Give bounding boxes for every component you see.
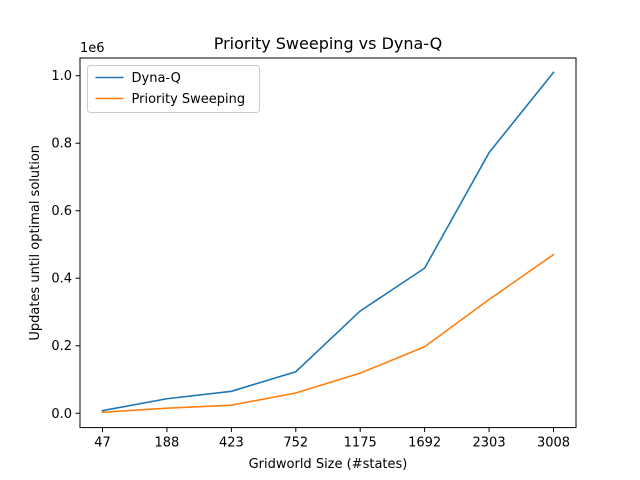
x-tick-label: 423 [219,436,244,451]
legend-label: Priority Sweeping [132,92,246,107]
series-line-1 [101,253,555,414]
y-tick-label: 0.0 [51,407,72,422]
plot-frame [79,57,577,429]
series-lines [101,71,555,414]
x-tick-label: 1692 [408,436,441,451]
y-tick-label: 1.0 [51,69,72,84]
y-axis-label: Updates until optimal solution [28,145,43,341]
x-tick-label: 2303 [473,436,506,451]
x-tick-label: 3008 [537,436,570,451]
y-tick-label: 0.6 [51,204,72,219]
x-tick-label: 47 [94,436,111,451]
y-tick-label: 0.4 [51,272,72,287]
y-tick-label: 0.8 [51,137,72,152]
chart-title: Priority Sweeping vs Dyna-Q [214,34,443,53]
series-line-0 [101,71,555,412]
x-axis: 47 188 423 752 1175 1692 2303 3008 [94,427,570,451]
x-axis-label: Gridworld Size (#states) [249,457,408,472]
x-tick-label: 188 [155,436,180,451]
y-offset-label: 1e6 [80,41,105,56]
y-tick-label: 0.2 [51,339,72,354]
legend-label: Dyna-Q [132,71,181,86]
x-tick-label: 1175 [344,436,377,451]
legend-box [87,65,260,113]
legend: Dyna-Q Priority Sweeping [87,65,260,113]
y-axis: 0.0 0.2 0.4 0.6 0.8 1.0 [51,69,80,422]
x-tick-label: 752 [283,436,308,451]
